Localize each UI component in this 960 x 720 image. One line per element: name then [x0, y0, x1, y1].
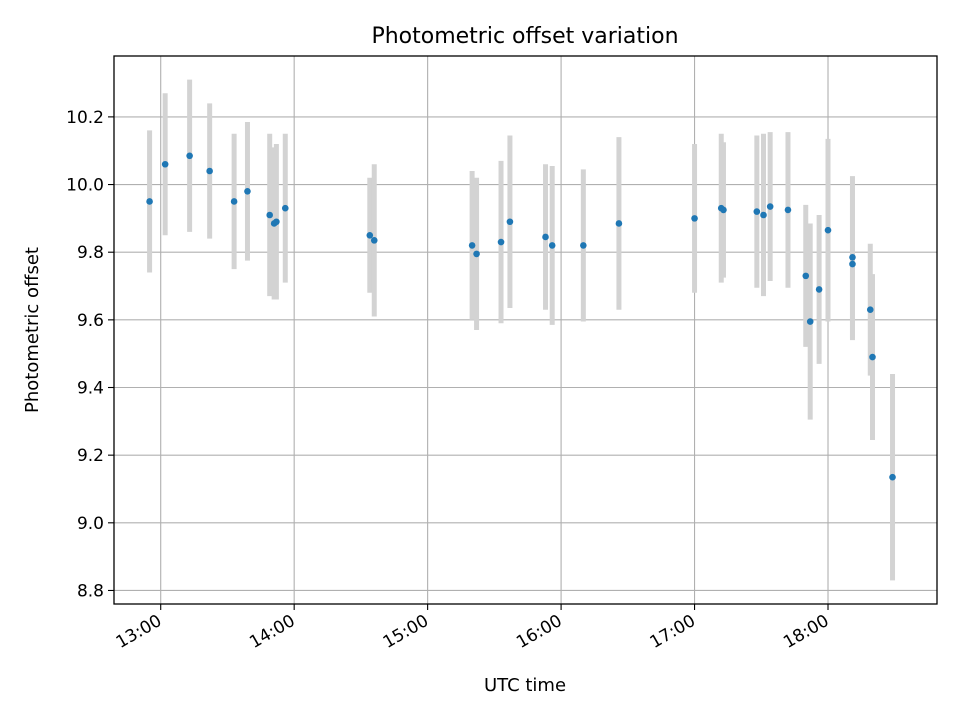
x-tick-label: 13:00: [113, 611, 165, 653]
x-tick-label: 17:00: [647, 611, 699, 653]
data-points: [146, 152, 896, 481]
data-point: [370, 237, 378, 244]
data-point: [753, 208, 761, 215]
data-point: [548, 242, 556, 249]
y-tick-label: 9.2: [77, 446, 104, 466]
y-axis-label: Photometric offset: [22, 247, 43, 413]
data-point: [497, 238, 505, 246]
data-point: [889, 473, 896, 481]
data-point: [615, 220, 623, 227]
y-axis-ticks: 8.8 9.0 9.2 9.4 9.6 9.8 10.0 10.2: [66, 108, 114, 601]
data-point: [720, 206, 727, 214]
grid: [114, 56, 937, 604]
data-point: [281, 204, 289, 212]
error-bars: [147, 79, 896, 581]
data-point: [580, 242, 587, 249]
x-tick-label: 14:00: [246, 611, 298, 653]
data-point: [806, 318, 814, 325]
data-point: [760, 211, 767, 219]
data-point: [542, 233, 549, 241]
data-point: [468, 242, 476, 249]
data-point: [230, 198, 238, 205]
data-point: [849, 253, 856, 261]
data-point: [266, 211, 274, 219]
y-tick-label: 9.0: [77, 514, 104, 534]
data-point: [802, 272, 810, 280]
data-point: [273, 218, 280, 226]
data-point: [784, 206, 792, 214]
data-point: [161, 160, 169, 168]
data-point: [815, 286, 823, 293]
data-point: [146, 198, 153, 205]
x-tick-label: 18:00: [780, 611, 832, 653]
data-point: [366, 231, 374, 239]
y-tick-label: 10.0: [66, 176, 104, 196]
data-point: [869, 353, 876, 361]
y-tick-label: 8.8: [77, 581, 104, 601]
data-point: [186, 152, 193, 160]
data-point: [766, 203, 774, 210]
y-tick-label: 9.8: [77, 243, 104, 263]
data-point: [824, 226, 832, 234]
plot-area-frame: [113, 55, 938, 605]
y-tick-label: 10.2: [66, 108, 104, 128]
data-point: [691, 215, 698, 222]
data-point: [473, 250, 480, 258]
x-tick-label: 15:00: [380, 611, 432, 653]
data-point: [849, 260, 856, 268]
data-point: [244, 188, 251, 195]
data-point: [866, 306, 874, 314]
data-point: [206, 167, 213, 175]
data-point: [506, 218, 514, 226]
y-tick-label: 9.6: [77, 311, 104, 331]
y-tick-label: 9.4: [77, 379, 104, 399]
x-tick-label: 16:00: [513, 611, 565, 653]
chart-title: Photometric offset variation: [371, 24, 678, 49]
x-axis-label: UTC time: [484, 675, 566, 696]
x-axis-ticks: 13:00 14:00 15:00 16:00 17:00 18:00: [113, 604, 833, 653]
